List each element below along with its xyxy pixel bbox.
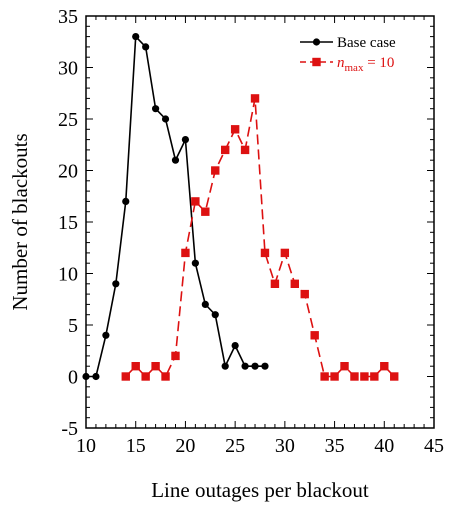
data-point (280, 248, 290, 258)
tick-marks (85, 15, 435, 429)
data-point (102, 331, 110, 339)
data-point (250, 94, 260, 103)
data-point (360, 372, 369, 381)
legend-marker-nmax (312, 57, 321, 67)
data-point (230, 125, 240, 134)
data-point (171, 156, 180, 164)
legend: Base case nmax = 10 (300, 35, 396, 74)
series-layer (82, 33, 399, 381)
data-point (221, 145, 230, 155)
data-point (320, 372, 329, 381)
data-point (152, 105, 160, 113)
legend-entry-nmax: nmax = 10 (300, 55, 394, 74)
data-point (251, 362, 259, 370)
data-point (161, 372, 170, 381)
data-point (260, 248, 270, 258)
series-line (125, 98, 395, 378)
x-axis-title: Line outages per blackout (151, 478, 369, 502)
x-tick-label: 20 (175, 435, 195, 457)
series-0 (82, 33, 269, 381)
data-point (290, 279, 299, 288)
x-tick-label: 35 (325, 435, 345, 457)
data-point (370, 372, 379, 381)
data-point (231, 342, 239, 350)
data-point (390, 372, 399, 381)
data-point (131, 362, 140, 371)
data-point (191, 197, 200, 206)
data-point (151, 362, 160, 371)
data-point (201, 207, 210, 216)
data-point (112, 280, 120, 288)
data-point (380, 362, 389, 371)
y-tick-label: -5 (61, 418, 78, 440)
series-1 (121, 94, 399, 381)
x-tick-label: 30 (275, 435, 295, 457)
data-point (240, 145, 250, 155)
data-point (350, 372, 359, 381)
data-point (121, 372, 130, 381)
y-tick-label: 10 (58, 264, 78, 286)
y-tick-label: 30 (58, 58, 78, 80)
data-point (211, 166, 220, 175)
data-point (201, 300, 209, 308)
data-point (141, 372, 150, 381)
y-tick-label: 35 (58, 6, 78, 28)
data-point (261, 362, 269, 370)
legend-label-nmax-subscript: max (345, 62, 364, 74)
data-point (330, 372, 339, 381)
legend-label-base-case: Base case (337, 35, 396, 51)
tick-labels: 10 15 20 25 30 35 40 45 -5 0 5 10 15 20 25 30 35 (58, 6, 444, 457)
y-tick-label: 0 (68, 367, 78, 389)
data-point (241, 362, 249, 370)
legend-entry-base-case: Base case (300, 35, 396, 51)
x-tick-label: 15 (126, 435, 146, 457)
series-line (86, 34, 265, 378)
data-point (300, 289, 309, 299)
x-tick-label: 40 (374, 435, 394, 457)
data-point (211, 311, 219, 319)
y-tick-label: 20 (58, 161, 78, 183)
y-axis-title: Number of blackouts (8, 133, 32, 310)
legend-marker-base-case (312, 38, 321, 46)
y-tick-label: 5 (68, 315, 78, 337)
legend-label-nmax-value: = 10 (363, 55, 394, 71)
data-point (181, 136, 190, 144)
y-tick-label: 15 (58, 212, 78, 234)
x-tick-label: 10 (76, 435, 96, 457)
data-point (92, 372, 100, 381)
data-point (132, 33, 140, 41)
legend-label-nmax-symbol: n (337, 55, 345, 71)
x-tick-label: 25 (225, 435, 245, 457)
data-point (310, 331, 319, 340)
data-point (270, 279, 280, 288)
data-point (171, 351, 180, 361)
legend-label-nmax: nmax = 10 (337, 55, 394, 74)
data-point (191, 259, 199, 267)
data-point (340, 362, 349, 371)
data-point (82, 372, 90, 381)
x-tick-label: 45 (424, 435, 444, 457)
y-tick-label: 25 (58, 109, 78, 131)
data-point (142, 43, 150, 51)
data-point (181, 248, 190, 258)
data-point (122, 197, 130, 205)
data-point (161, 115, 170, 123)
data-point (221, 362, 229, 370)
